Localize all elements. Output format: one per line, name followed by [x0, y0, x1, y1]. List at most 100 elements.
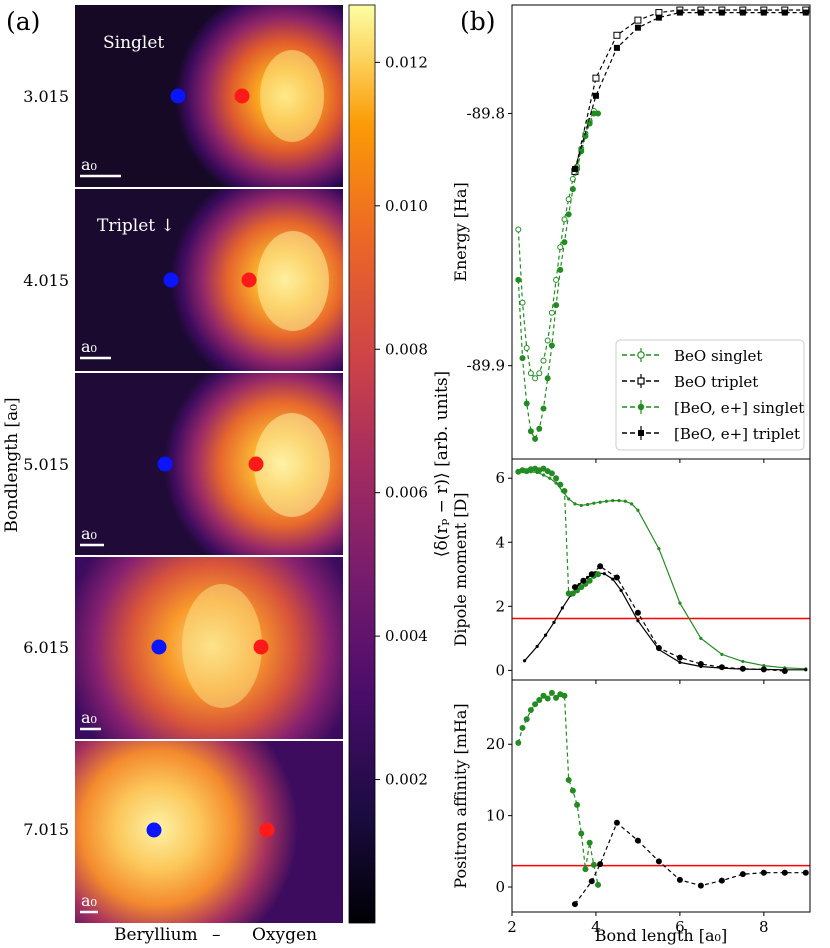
- data-point: [760, 9, 767, 16]
- data-point: [655, 644, 662, 651]
- data-point: [565, 590, 572, 597]
- heatmap-bond-4.015: a₀ Triplet ↓: [75, 189, 343, 371]
- data-point: [523, 400, 530, 407]
- data-point: [523, 345, 530, 352]
- row-label: 3.015: [23, 87, 69, 106]
- legend-label: [BeO, e+] singlet: [674, 399, 804, 417]
- bondlength-row-labels: 3.015 4.015 5.015 6.015 7.015: [23, 87, 69, 839]
- data-point: [561, 239, 568, 246]
- data-point: [597, 861, 604, 868]
- data-point: [569, 787, 576, 794]
- colorbar-ticks: 0.002 0.004 0.006 0.008 0.010 0.012: [375, 53, 428, 789]
- scale-bar-label: a₀: [81, 708, 97, 727]
- oxygen-atom: [259, 822, 275, 838]
- data-point: [592, 501, 596, 505]
- data-point: [561, 216, 568, 223]
- data-point: [561, 692, 568, 699]
- data-point: [588, 878, 595, 885]
- data-point: [535, 644, 539, 648]
- data-point: [630, 502, 634, 506]
- colorbar-tick-label: 0.004: [385, 627, 428, 645]
- data-point: [720, 652, 724, 656]
- y-tick-label: 20: [486, 735, 505, 753]
- colorbar-tick-label: 0.002: [385, 771, 428, 789]
- data-point: [718, 664, 725, 671]
- beryllium-atom: [170, 88, 186, 104]
- data-point: [557, 244, 564, 251]
- data-point: [527, 370, 534, 377]
- series--beo-e-triplet: [571, 563, 788, 675]
- data-point: [592, 92, 599, 99]
- x-tick-label: 6: [675, 918, 685, 936]
- singlet-label: Singlet: [103, 33, 164, 53]
- legend-label: BeO triplet: [674, 373, 758, 391]
- data-point: [676, 654, 683, 661]
- data-point: [553, 276, 560, 283]
- data-point: [543, 633, 548, 637]
- data-point: [561, 488, 568, 495]
- data-point: [585, 502, 590, 507]
- data-point: [590, 861, 597, 868]
- data-point: [527, 706, 534, 713]
- data-point: [699, 636, 703, 640]
- panel-b-charts: -89.8 -89.9 Energy [Ha] 0 2 4 6 Dipole moment […: [451, 4, 811, 945]
- density-lobe: [257, 231, 329, 331]
- density-lobe: [260, 50, 324, 142]
- scale-bar-label: a₀: [81, 337, 97, 356]
- data-point: [586, 839, 593, 846]
- y-axis-label: Energy [Ha]: [451, 182, 470, 281]
- data-point: [613, 574, 620, 581]
- series-line: [518, 467, 599, 595]
- data-point: [611, 577, 615, 581]
- y-tick-label: -89.9: [467, 357, 505, 375]
- data-point: [602, 572, 606, 576]
- data-point: [515, 276, 522, 283]
- data-point: [536, 370, 543, 377]
- y-axis-label: Positron affinity [mHa]: [451, 703, 470, 888]
- colorbar-tick-label: 0.006: [385, 484, 428, 502]
- legend-entry-beo-e-triplet: [BeO, e+] triplet: [622, 425, 800, 443]
- data-point: [604, 499, 609, 503]
- heatmap-panels: a₀ Singlet a₀ Triplet ↓ a₀: [75, 5, 343, 923]
- colorbar-tick-label: 0.012: [385, 53, 428, 71]
- data-point: [655, 858, 662, 865]
- data-point: [579, 503, 583, 508]
- oxygen-atom: [241, 272, 257, 288]
- axes-frame: [511, 679, 811, 913]
- beryllium-atom: [157, 456, 173, 472]
- data-point: [578, 830, 585, 837]
- colorbar: 0.002 0.004 0.006 0.008 0.010 0.012 ⟨δ(rₚ − r…: [348, 4, 452, 924]
- data-point: [676, 876, 683, 883]
- y-axis-label: Dipole moment [D]: [451, 492, 470, 646]
- y-tick-label: 10: [486, 807, 505, 825]
- heatmap-bond-5.015: a₀: [75, 373, 343, 555]
- series--beo-e-triplet: [571, 9, 809, 172]
- data-point: [781, 668, 788, 675]
- scale-bar-label: a₀: [81, 891, 97, 910]
- data-point: [802, 869, 809, 876]
- data-point: [567, 497, 571, 501]
- data-point: [590, 110, 597, 117]
- data-point: [573, 502, 577, 506]
- series--beo-e-singlet: [515, 689, 602, 888]
- colorbar-tick-label: 0.008: [385, 340, 428, 358]
- y-tick-label: 4: [495, 533, 505, 551]
- row-label: 4.015: [23, 271, 69, 290]
- data-point: [595, 110, 602, 117]
- data-point: [569, 186, 576, 193]
- y-tick-label: 2: [495, 597, 505, 615]
- data-point: [571, 584, 578, 591]
- legend-label: [BeO, e+] triplet: [674, 425, 800, 443]
- data-point: [781, 869, 788, 876]
- data-point: [541, 473, 546, 477]
- data-point: [634, 609, 641, 616]
- data-point: [718, 9, 725, 16]
- density-lobe: [182, 584, 262, 708]
- data-point: [760, 869, 767, 876]
- data-point: [578, 584, 585, 591]
- x-tick-label: 4: [591, 918, 601, 936]
- data-point: [569, 590, 576, 597]
- colorbar-label: ⟨δ(rₚ − r)⟩ [arb. units]: [432, 371, 452, 557]
- data-point: [557, 266, 564, 273]
